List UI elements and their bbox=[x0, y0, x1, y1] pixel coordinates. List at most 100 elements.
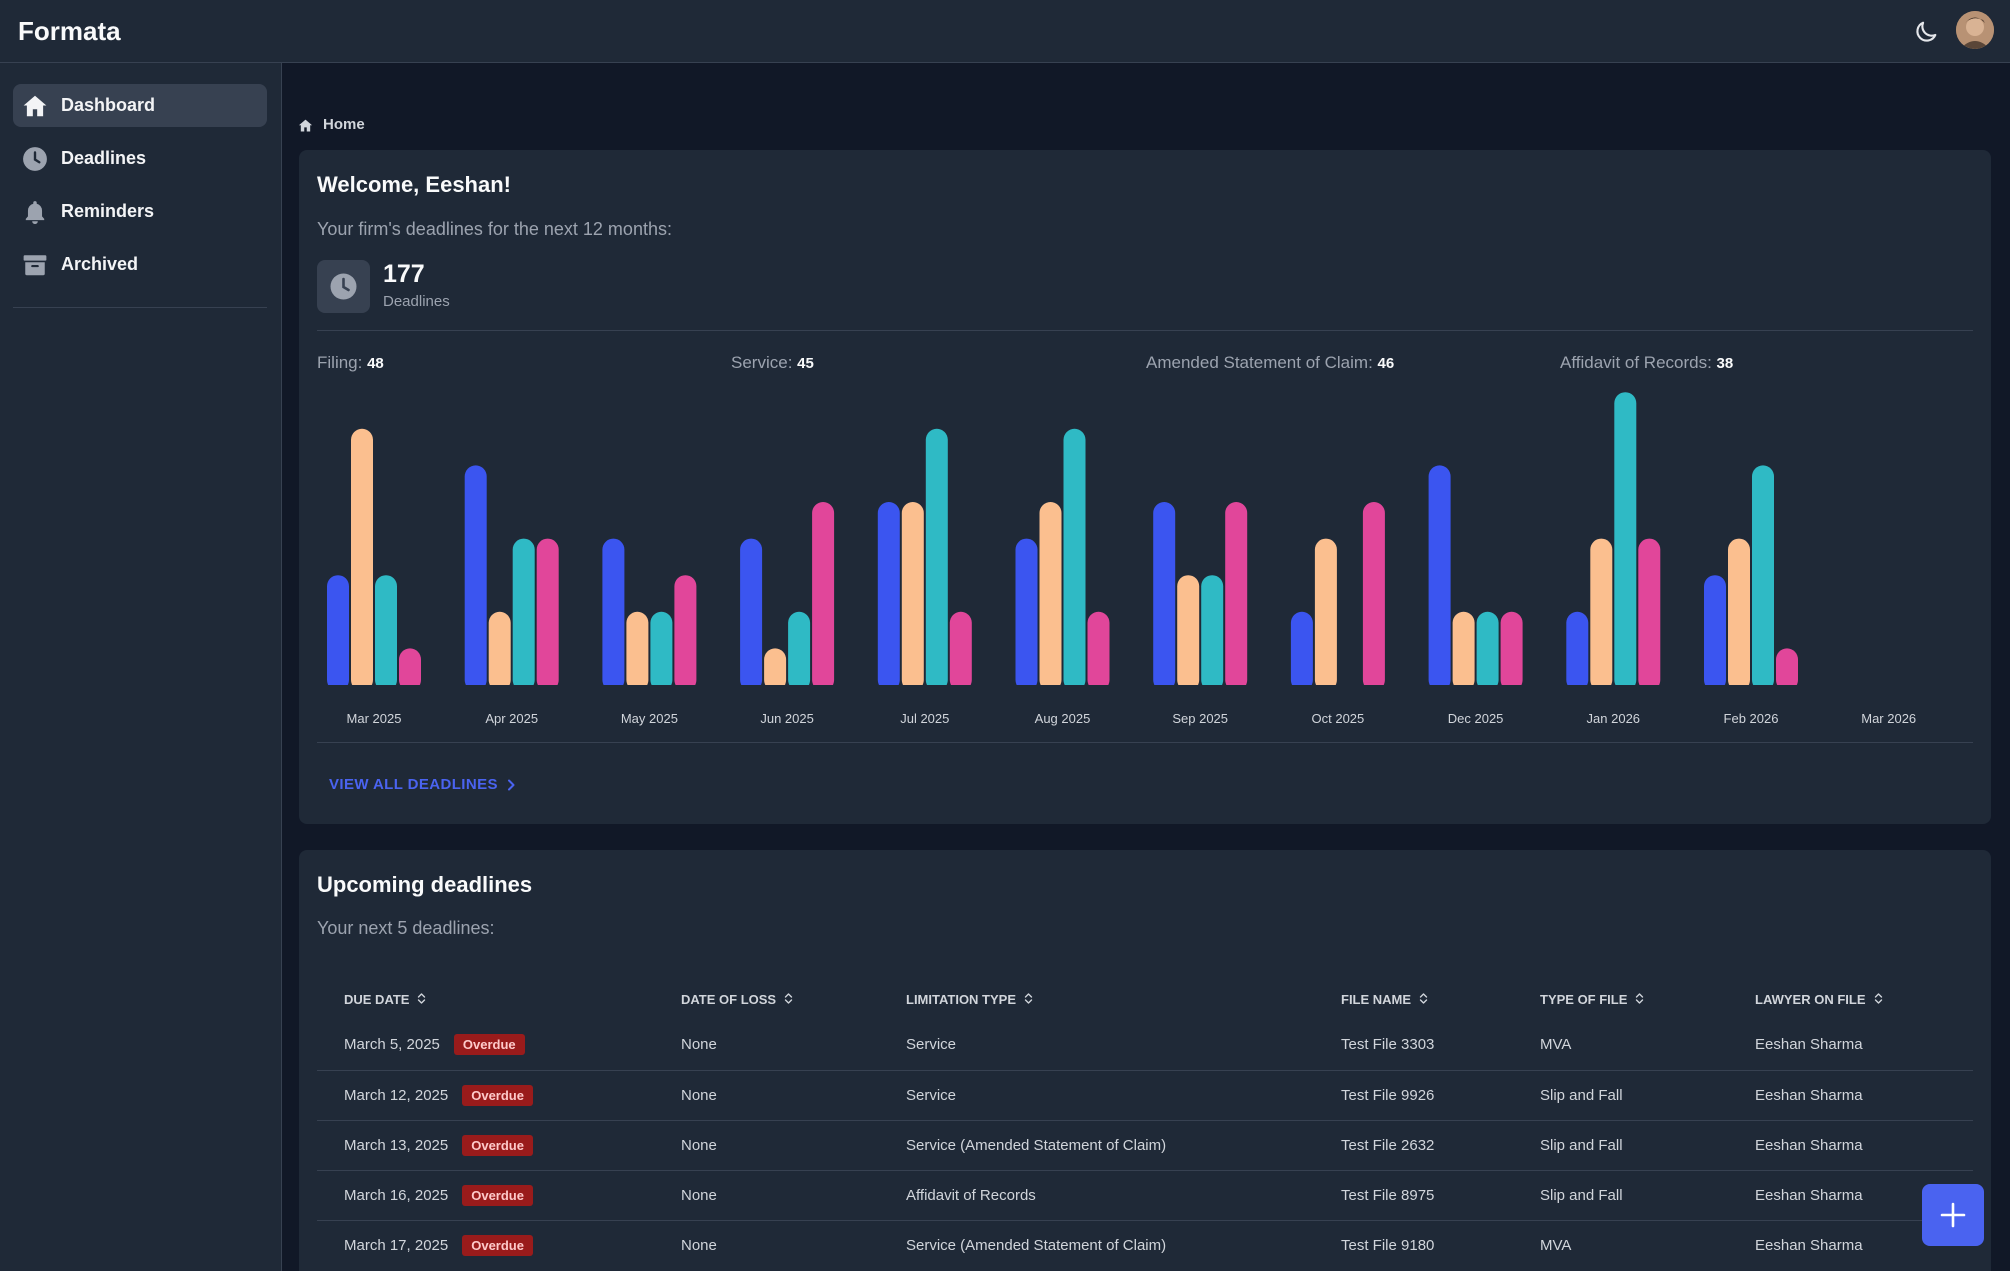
column-header[interactable]: DATE OF LOSS bbox=[654, 978, 879, 1020]
cell-limitation: Affidavit of Records bbox=[879, 1169, 1314, 1220]
column-header[interactable]: DUE DATE bbox=[317, 978, 654, 1020]
cell-lawyer: Eeshan Sharma bbox=[1728, 1119, 1973, 1170]
x-tick-label: Jul 2025 bbox=[900, 711, 949, 726]
bar-filing-jun-2025[interactable] bbox=[740, 538, 763, 691]
cell-type: Slip and Fall bbox=[1513, 1119, 1728, 1170]
bar-service-jun-2025[interactable] bbox=[764, 648, 787, 691]
bar-service-sep-2025[interactable] bbox=[1177, 575, 1200, 691]
view-all-deadlines-link[interactable]: VIEW ALL DEADLINES bbox=[329, 776, 516, 793]
bar-filing-jul-2025[interactable] bbox=[877, 502, 900, 691]
plus-icon bbox=[1940, 1202, 1966, 1228]
bar-affidavit-of-records-jul-2025[interactable] bbox=[949, 611, 972, 691]
bar-filing-sep-2025[interactable] bbox=[1153, 502, 1176, 691]
legend-affidavit: Affidavit of Records: 38 bbox=[1560, 353, 1734, 372]
bar-filing-feb-2026[interactable] bbox=[1704, 575, 1726, 691]
deadline-stat-icon-box bbox=[317, 260, 370, 313]
bar-service-jul-2025[interactable] bbox=[901, 502, 924, 691]
bar-filing-mar-2025[interactable] bbox=[327, 575, 349, 691]
bar-service-aug-2025[interactable] bbox=[1039, 502, 1062, 691]
table-row[interactable]: March 12, 2025 Overdue None Service Test Fil… bbox=[317, 1069, 1973, 1120]
bar-affidavit-of-records-may-2025[interactable] bbox=[674, 575, 697, 691]
cell-file: Test File 9926 bbox=[1314, 1069, 1513, 1120]
bar-amended-statement-of-claim-jul-2025[interactable] bbox=[925, 428, 948, 691]
x-tick-label: Dec 2025 bbox=[1448, 711, 1504, 726]
bar-affidavit-of-records-aug-2025[interactable] bbox=[1087, 611, 1110, 691]
column-header[interactable]: FILE NAME bbox=[1314, 978, 1513, 1020]
column-header-label: TYPE OF FILE bbox=[1540, 991, 1628, 1007]
bar-service-dec-2025[interactable] bbox=[1452, 611, 1475, 691]
clock-icon bbox=[330, 273, 357, 300]
sidebar-divider bbox=[13, 307, 267, 308]
top-bar: Formata bbox=[0, 0, 2010, 63]
bar-affidavit-of-records-mar-2025[interactable] bbox=[399, 648, 421, 691]
bar-affidavit-of-records-apr-2025[interactable] bbox=[536, 538, 559, 691]
dark-mode-toggle-icon[interactable] bbox=[1912, 18, 1940, 46]
table-row[interactable]: March 5, 2025 Overdue None Service Test File… bbox=[317, 1020, 1973, 1070]
table-row[interactable]: March 13, 2025 Overdue None Service (Amende… bbox=[317, 1119, 1973, 1170]
table-row[interactable]: March 16, 2025 Overdue None Affidavit of Re… bbox=[317, 1169, 1973, 1220]
bar-amended-statement-of-claim-feb-2026[interactable] bbox=[1752, 465, 1774, 691]
bar-filing-jan-2026[interactable] bbox=[1566, 611, 1589, 691]
bar-service-may-2025[interactable] bbox=[626, 611, 649, 691]
add-deadline-button[interactable] bbox=[1922, 1184, 1984, 1246]
x-tick-label: Feb 2026 bbox=[1724, 711, 1779, 726]
table-header-row: DUE DATE DATE OF LOSS LIMITATION TYPE FILE … bbox=[317, 978, 1973, 1020]
overdue-badge: Overdue bbox=[462, 1234, 533, 1256]
chart-baseline-mask bbox=[317, 685, 1973, 693]
sidebar-item-dashboard[interactable]: Dashboard bbox=[13, 84, 267, 127]
bar-amended-statement-of-claim-apr-2025[interactable] bbox=[512, 538, 535, 691]
bar-affidavit-of-records-dec-2025[interactable] bbox=[1500, 611, 1523, 691]
bar-affidavit-of-records-jun-2025[interactable] bbox=[812, 502, 835, 691]
bar-amended-statement-of-claim-aug-2025[interactable] bbox=[1063, 428, 1086, 691]
sidebar-item-deadlines[interactable]: Deadlines bbox=[13, 137, 267, 180]
bar-filing-aug-2025[interactable] bbox=[1015, 538, 1038, 691]
x-tick-label: Apr 2025 bbox=[485, 711, 538, 726]
bar-amended-statement-of-claim-jun-2025[interactable] bbox=[788, 611, 811, 691]
clock-icon bbox=[23, 147, 47, 171]
bell-icon bbox=[25, 201, 45, 225]
overdue-badge: Overdue bbox=[462, 1184, 533, 1206]
bar-affidavit-of-records-oct-2025[interactable] bbox=[1362, 502, 1385, 691]
bar-service-apr-2025[interactable] bbox=[488, 611, 511, 691]
brand-logo[interactable]: Formata bbox=[18, 16, 121, 46]
bar-amended-statement-of-claim-mar-2025[interactable] bbox=[375, 575, 397, 691]
sidebar-item-reminders[interactable]: Reminders bbox=[13, 190, 267, 233]
bar-filing-apr-2025[interactable] bbox=[464, 465, 487, 691]
cell-type: Slip and Fall bbox=[1513, 1069, 1728, 1120]
cell-loss: None bbox=[654, 1069, 879, 1120]
bar-service-oct-2025[interactable] bbox=[1314, 538, 1337, 691]
x-tick-label: Mar 2025 bbox=[347, 711, 402, 726]
x-tick-label: Oct 2025 bbox=[1312, 711, 1365, 726]
overdue-badge: Overdue bbox=[462, 1134, 533, 1156]
sidebar-item-archived[interactable]: Archived bbox=[13, 243, 267, 286]
bar-filing-may-2025[interactable] bbox=[602, 538, 625, 691]
bar-filing-oct-2025[interactable] bbox=[1290, 611, 1313, 691]
due-date: March 12, 2025 bbox=[344, 1086, 449, 1104]
bar-affidavit-of-records-feb-2026[interactable] bbox=[1776, 648, 1798, 691]
bar-amended-statement-of-claim-jan-2026[interactable] bbox=[1614, 392, 1637, 691]
bar-affidavit-of-records-sep-2025[interactable] bbox=[1225, 502, 1248, 691]
bar-service-feb-2026[interactable] bbox=[1728, 538, 1750, 691]
cell-file: Test File 9180 bbox=[1314, 1219, 1513, 1270]
bar-amended-statement-of-claim-dec-2025[interactable] bbox=[1476, 611, 1499, 691]
due-date-cell: March 12, 2025 Overdue bbox=[317, 1069, 654, 1120]
overdue-badge: Overdue bbox=[462, 1084, 533, 1106]
sort-icon bbox=[1874, 992, 1882, 1004]
cell-file: Test File 3303 bbox=[1341, 1036, 1435, 1054]
bar-amended-statement-of-claim-may-2025[interactable] bbox=[650, 611, 673, 691]
upcoming-deadlines-card: Upcoming deadlines Your next 5 deadlines… bbox=[299, 850, 1991, 1271]
column-header[interactable]: LAWYER ON FILE bbox=[1728, 978, 1973, 1020]
bar-service-mar-2025[interactable] bbox=[351, 428, 373, 691]
breadcrumb-home[interactable]: Home bbox=[323, 116, 365, 133]
table-row[interactable]: March 17, 2025 Overdue None Service (Amende… bbox=[317, 1219, 1973, 1270]
column-header[interactable]: TYPE OF FILE bbox=[1513, 978, 1728, 1020]
bar-affidavit-of-records-jan-2026[interactable] bbox=[1638, 538, 1661, 691]
column-header[interactable]: LIMITATION TYPE bbox=[879, 978, 1314, 1020]
archive-icon bbox=[23, 255, 47, 276]
bar-filing-dec-2025[interactable] bbox=[1428, 465, 1451, 691]
bar-amended-statement-of-claim-sep-2025[interactable] bbox=[1201, 575, 1224, 691]
legend-filing: Filing: 48 bbox=[317, 353, 384, 372]
cell-type: MVA bbox=[1540, 1036, 1572, 1054]
bar-service-jan-2026[interactable] bbox=[1590, 538, 1613, 691]
user-avatar[interactable] bbox=[1956, 11, 1994, 49]
